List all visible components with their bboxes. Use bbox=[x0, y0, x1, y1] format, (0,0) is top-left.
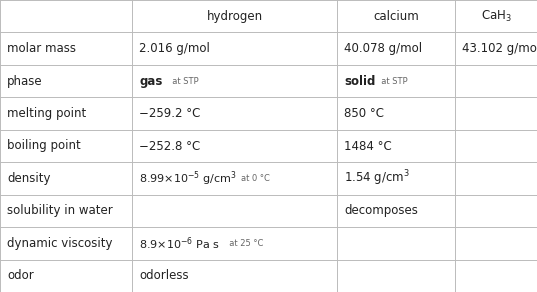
Text: 8.99$\times$10$^{-5}$ g/cm$^3$: 8.99$\times$10$^{-5}$ g/cm$^3$ bbox=[139, 169, 237, 188]
Text: gas: gas bbox=[139, 75, 162, 88]
Text: dynamic viscosity: dynamic viscosity bbox=[7, 237, 112, 250]
Text: 43.102 g/mol: 43.102 g/mol bbox=[462, 42, 537, 55]
Text: odorless: odorless bbox=[139, 269, 188, 282]
Text: 8.9$\times$10$^{-6}$ Pa s: 8.9$\times$10$^{-6}$ Pa s bbox=[139, 235, 220, 252]
Text: at STP: at STP bbox=[167, 77, 199, 86]
Text: density: density bbox=[7, 172, 50, 185]
Text: at 0 °C: at 0 °C bbox=[241, 174, 270, 183]
Text: at 25 °C: at 25 °C bbox=[224, 239, 263, 248]
Text: molar mass: molar mass bbox=[7, 42, 76, 55]
Text: melting point: melting point bbox=[7, 107, 86, 120]
Text: decomposes: decomposes bbox=[344, 204, 418, 217]
Text: at STP: at STP bbox=[376, 77, 408, 86]
Text: 2.016 g/mol: 2.016 g/mol bbox=[139, 42, 210, 55]
Text: 1484 °C: 1484 °C bbox=[344, 140, 392, 152]
Text: boiling point: boiling point bbox=[7, 140, 81, 152]
Text: phase: phase bbox=[7, 75, 42, 88]
Text: solid: solid bbox=[344, 75, 375, 88]
Text: −252.8 °C: −252.8 °C bbox=[139, 140, 200, 152]
Text: calcium: calcium bbox=[373, 10, 419, 23]
Text: odor: odor bbox=[7, 269, 34, 282]
Text: −259.2 °C: −259.2 °C bbox=[139, 107, 200, 120]
Text: 40.078 g/mol: 40.078 g/mol bbox=[344, 42, 422, 55]
Text: solubility in water: solubility in water bbox=[7, 204, 113, 217]
Text: CaH$_3$: CaH$_3$ bbox=[481, 9, 511, 24]
Text: 1.54 g/cm$^3$: 1.54 g/cm$^3$ bbox=[344, 169, 410, 188]
Text: 850 °C: 850 °C bbox=[344, 107, 384, 120]
Text: hydrogen: hydrogen bbox=[206, 10, 263, 23]
